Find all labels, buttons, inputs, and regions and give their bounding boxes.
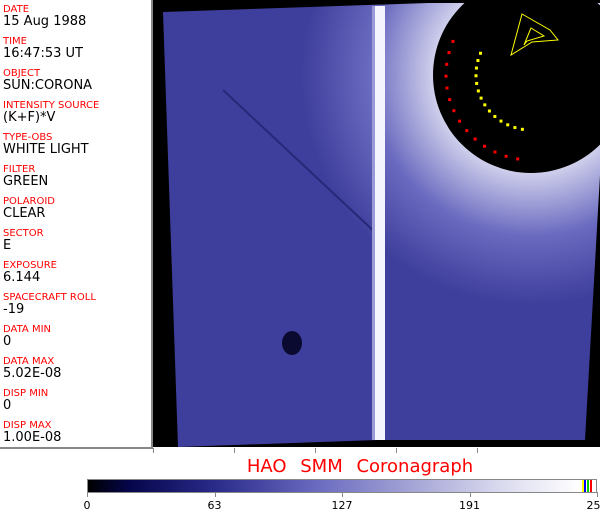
colorbar-tick-label: 63: [207, 499, 222, 512]
field-label: DISP MIN: [3, 388, 49, 399]
field-value: 6.144: [3, 270, 41, 285]
grid-dot: [448, 98, 452, 102]
field-value: 0: [3, 334, 12, 349]
grid-dot: [493, 114, 497, 118]
grid-dot: [474, 66, 478, 70]
grid-dot: [447, 51, 451, 55]
grid-dot: [451, 39, 455, 43]
grid-dot: [499, 119, 503, 123]
colorbar-tick-label: 191: [459, 499, 480, 512]
grid-dot: [458, 119, 462, 123]
field-label: DATA MAX: [3, 356, 55, 367]
field-value: -19: [3, 302, 25, 317]
colorbar-tick-label: 255: [586, 499, 600, 512]
grid-dot: [516, 157, 520, 161]
occulter-disk: [433, 0, 600, 173]
grid-dot: [452, 109, 456, 113]
grid-dot: [465, 129, 469, 133]
diagonal-streak: [222, 89, 379, 236]
grid-dot: [444, 74, 448, 78]
grid-dot: [483, 144, 487, 148]
colorbar-tick: [87, 492, 88, 497]
field-value: WHITE LIGHT: [3, 142, 89, 157]
grid-dot: [475, 81, 479, 85]
field-label: FILTER: [3, 164, 36, 175]
coronagraph-image: [153, 0, 600, 447]
field-label: EXPOSURE: [3, 260, 58, 271]
colorbar-tick-label: 0: [83, 499, 91, 512]
field-value: 5.02E-08: [3, 366, 62, 381]
field-label: TYPE-OBS: [3, 132, 53, 143]
field-label: DATA MIN: [3, 324, 51, 335]
colorbar-tick-label: 127: [331, 499, 353, 512]
field-label: DISP MAX: [3, 420, 52, 431]
grid-dots: [444, 39, 524, 161]
grid-dot: [474, 74, 478, 78]
grid-dot: [445, 62, 449, 66]
field-value: 16:47:53 UT: [3, 46, 83, 61]
orientation-overlay: [510, 13, 559, 57]
field-value: 1.00E-08: [3, 430, 62, 445]
field-value: 15 Aug 1988: [3, 14, 87, 29]
plot-title: HAO SMM Coronagraph: [246, 456, 474, 477]
grid-dot: [479, 96, 483, 100]
grid-dot: [493, 150, 497, 154]
colorbar-tick: [597, 492, 598, 497]
grid-dot: [445, 86, 449, 90]
field-label: OBJECT: [3, 68, 41, 79]
colorbar: [87, 479, 597, 493]
grid-dot: [473, 137, 477, 141]
grid-dot: [476, 89, 480, 93]
grid-dot: [476, 59, 480, 63]
field-label: SECTOR: [3, 228, 44, 239]
grid-dot: [506, 123, 510, 127]
grid-dot: [520, 127, 524, 131]
field-value: SUN:CORONA: [3, 78, 93, 93]
field-value: E: [3, 238, 12, 253]
field-value: GREEN: [3, 174, 49, 189]
dark-spot: [282, 331, 302, 355]
field-value: 0: [3, 398, 12, 413]
colorbar-tick: [469, 492, 471, 497]
field-label: INTENSITY SOURCE: [3, 100, 100, 111]
field-value: CLEAR: [3, 206, 46, 221]
colorbar-tick: [214, 492, 216, 497]
field-value: (K+F)*V: [3, 110, 56, 125]
grid-dot: [478, 51, 482, 55]
bright-stripe: [375, 6, 385, 440]
field-label: TIME: [3, 36, 28, 47]
grid-dot: [487, 109, 491, 113]
colorbar-tick: [342, 492, 343, 497]
field-label: POLAROID: [3, 196, 56, 207]
field-label: SPACECRAFT ROLL: [3, 292, 96, 303]
grid-dot: [504, 154, 508, 158]
grid-dot: [513, 126, 517, 130]
grid-dot: [483, 103, 487, 107]
field-label: DATE: [3, 4, 30, 15]
metadata-panel: DATE 15 Aug 1988 TIME 16:47:53 UT OBJECT S…: [0, 0, 153, 449]
